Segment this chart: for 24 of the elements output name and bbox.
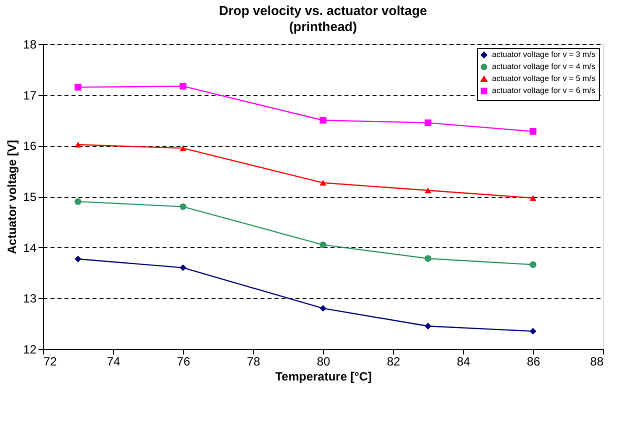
- y-tick-label: 15: [23, 190, 37, 204]
- x-tick-label: 78: [246, 354, 260, 368]
- x-tick-label: 84: [456, 354, 470, 368]
- y-tick-label: 18: [23, 38, 37, 52]
- x-tick-label: 82: [386, 354, 400, 368]
- x-tick-label: 86: [526, 354, 540, 368]
- x-tick-label: 74: [106, 354, 120, 368]
- x-tick-label: 72: [44, 354, 58, 368]
- y-axis-title: Actuator voltage [V]: [5, 140, 20, 254]
- x-tick-label: 80: [316, 354, 330, 368]
- chart-title: Drop velocity vs. actuator voltage: [218, 3, 428, 18]
- y-tick-label: 17: [23, 88, 37, 102]
- x-axis-title: Temperature [°C]: [275, 370, 372, 384]
- y-tick-label: 14: [23, 240, 37, 255]
- y-tick-label: 13: [23, 292, 37, 306]
- legend-label: actuator voltage for v = 5 m/s: [492, 74, 596, 83]
- legend-label: actuator voltage for v = 3 m/s: [492, 50, 596, 59]
- x-tick-label: 76: [176, 354, 190, 368]
- chart-subtitle: (printhead): [289, 19, 357, 34]
- legend-label: actuator voltage for v = 4 m/s: [492, 62, 596, 71]
- x-tick-label: 88: [590, 354, 604, 368]
- legend-label: actuator voltage for v = 6 m/s: [492, 86, 596, 95]
- y-tick-label: 16: [23, 139, 37, 154]
- y-tick-label: 12: [23, 342, 37, 356]
